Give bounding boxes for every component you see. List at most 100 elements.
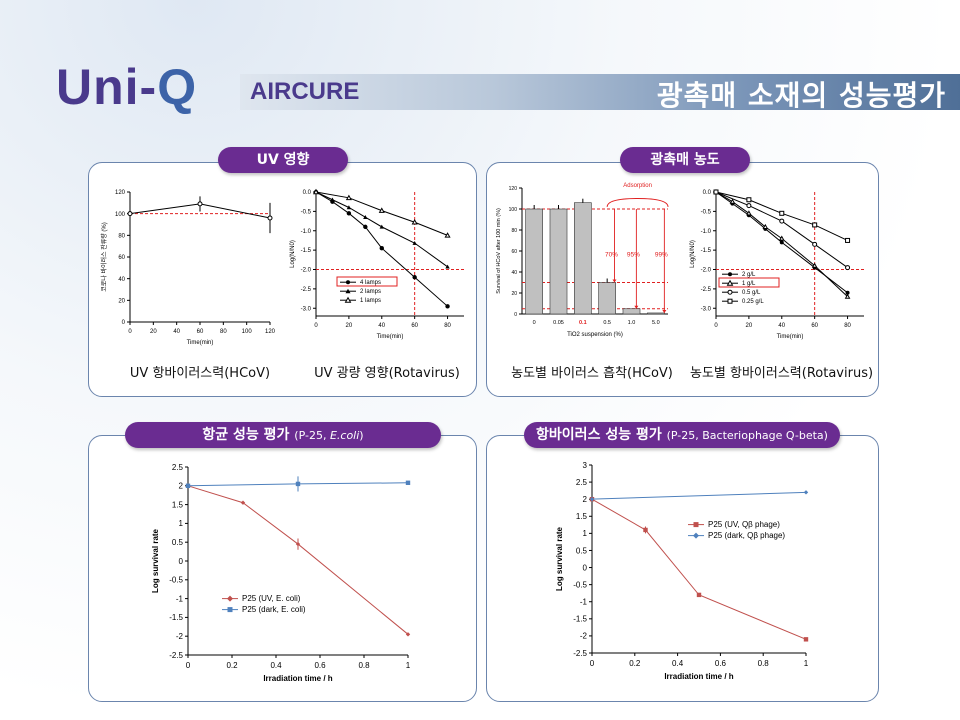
x-tick-label: 20: [746, 323, 753, 329]
y-tick-label: -3.0: [701, 306, 712, 312]
panel-antivir: [486, 435, 879, 702]
x-tick-label: 60: [411, 323, 418, 329]
legend-label: 1 lamps: [360, 298, 381, 304]
chart-antivir-qbeta: 32.521.510.50-0.5-1-1.5-2-2.50 0.2 0.4 0.6 0…: [555, 461, 809, 681]
y-tick-label: -2.5: [701, 287, 712, 293]
chart-concentration-rotavirus: 0.0 -0.5 -1.0 -1.5 -2.0 -2.5 -3.0 0 20 40 60 80 Time…: [690, 188, 864, 340]
y-tick-label: -0.5: [573, 580, 587, 589]
legend-label: 1 g/L: [742, 281, 756, 287]
y-tick-label: -1.5: [169, 613, 183, 622]
x-axis-label: TiO2 suspension (%): [567, 332, 623, 338]
data-point: [713, 189, 719, 195]
data-point: [812, 241, 818, 247]
data-point: [746, 197, 752, 203]
legend-marker: [693, 522, 699, 528]
y-tick-label: 20: [511, 291, 517, 297]
legend-label: 4 lamps: [360, 280, 381, 286]
y-tick-label: 80: [118, 233, 125, 239]
legend-marker: [726, 279, 734, 286]
reduction-arrowhead: [634, 305, 639, 309]
legend-marker: [227, 607, 233, 613]
x-tick-label: 20: [346, 323, 353, 329]
x-tick-label: 0.5: [603, 320, 611, 326]
x-tick-label: 0: [186, 661, 191, 670]
x-axis-label: Irradiation time / h: [664, 672, 733, 681]
y-tick-label: -2: [176, 632, 184, 641]
data-point: [845, 237, 851, 243]
y-tick-label: -1.0: [701, 229, 712, 235]
legend-highlight: [718, 277, 780, 288]
y-tick-label: 40: [118, 277, 125, 283]
adsorption-label: Adsorption: [623, 183, 652, 189]
x-tick-label: 80: [444, 323, 451, 329]
legend-marker: [693, 532, 699, 539]
x-tick-label: 0.8: [758, 659, 770, 668]
caption-uv-rotavirus: UV 광량 영향(Rotavirus): [314, 366, 460, 381]
data-point: [411, 218, 418, 225]
x-tick-label: 1: [804, 659, 809, 668]
data-point: [729, 198, 736, 204]
data-point: [378, 207, 385, 213]
data-point: [379, 245, 384, 251]
y-tick-label: -0.5: [701, 209, 712, 215]
adsorption-brace: [606, 197, 669, 208]
data-point: [845, 290, 850, 295]
x-tick-label: 80: [220, 329, 227, 335]
page-title: 광촉매 소재의 성능평가: [656, 79, 946, 112]
data-point: [379, 224, 384, 229]
caption-uv-hcov: UV 항바이러스력(HCoV): [129, 366, 271, 381]
y-tick-label: 120: [509, 186, 518, 192]
legend-marker: [344, 296, 352, 303]
data-point: [762, 223, 769, 229]
y-tick-label: 0.0: [703, 190, 712, 196]
x-tick-label: 0.1: [579, 320, 587, 326]
reduction-label: 70%: [605, 251, 618, 258]
y-tick-label: 2: [179, 482, 184, 491]
data-point: [779, 218, 785, 224]
series-line: [715, 191, 848, 241]
x-tick-label: 0: [128, 329, 132, 335]
y-tick-label: 60: [511, 249, 517, 255]
data-point: [746, 203, 752, 209]
legend-label: 0.25 g/L: [742, 299, 764, 305]
y-tick-label: 1.5: [576, 512, 588, 521]
legend-label: P25 (dark, E. coli): [242, 605, 306, 614]
x-tick-label: 80: [844, 323, 851, 329]
y-tick-label: -2.5: [301, 287, 312, 293]
x-tick-label: 20: [150, 329, 157, 335]
data-point: [746, 210, 752, 216]
data-point: [345, 194, 352, 201]
x-tick-label: 0.2: [226, 661, 238, 670]
data-point: [412, 240, 417, 245]
data-point: [346, 211, 352, 216]
y-tick-label: 2.5: [576, 478, 588, 487]
y-tick-label: 1: [179, 519, 184, 528]
y-tick-label: 0: [514, 312, 517, 318]
y-tick-label: 2.5: [172, 463, 184, 472]
y-tick-label: 100: [115, 212, 126, 218]
x-tick-label: 0.4: [672, 659, 684, 668]
x-axis-label: Irradiation time / h: [263, 674, 332, 683]
y-axis-label: Log(N/N0): [690, 240, 696, 268]
chart-adsorption-hcov: 0 20 40 60 80 100 120 0 0.05 0.1 0.5 1.0 5.0 TiO2 sus…: [496, 183, 669, 338]
data-point: [696, 592, 702, 598]
data-point: [844, 293, 851, 299]
legend-marker: [345, 288, 351, 294]
legend-label: P25 (UV, Qβ phage): [708, 520, 780, 529]
y-tick-label: 1.5: [172, 500, 184, 509]
x-tick-label: 0.6: [314, 661, 326, 670]
legend-marker: [227, 595, 233, 602]
data-point: [811, 262, 818, 268]
x-tick-label: 40: [778, 323, 785, 329]
legend-label: 0.5 g/L: [742, 290, 761, 296]
series-line: [187, 485, 409, 635]
series-line: [591, 491, 807, 500]
caption-adsorption: 농도별 바이러스 흡착(HCoV): [511, 366, 673, 381]
y-tick-label: 2: [583, 495, 588, 504]
legend-label: 2 lamps: [360, 289, 381, 295]
data-point: [363, 214, 368, 219]
data-point: [445, 264, 450, 269]
y-tick-label: 1: [583, 529, 588, 538]
y-tick-label: 0: [179, 557, 184, 566]
data-point: [185, 483, 191, 488]
